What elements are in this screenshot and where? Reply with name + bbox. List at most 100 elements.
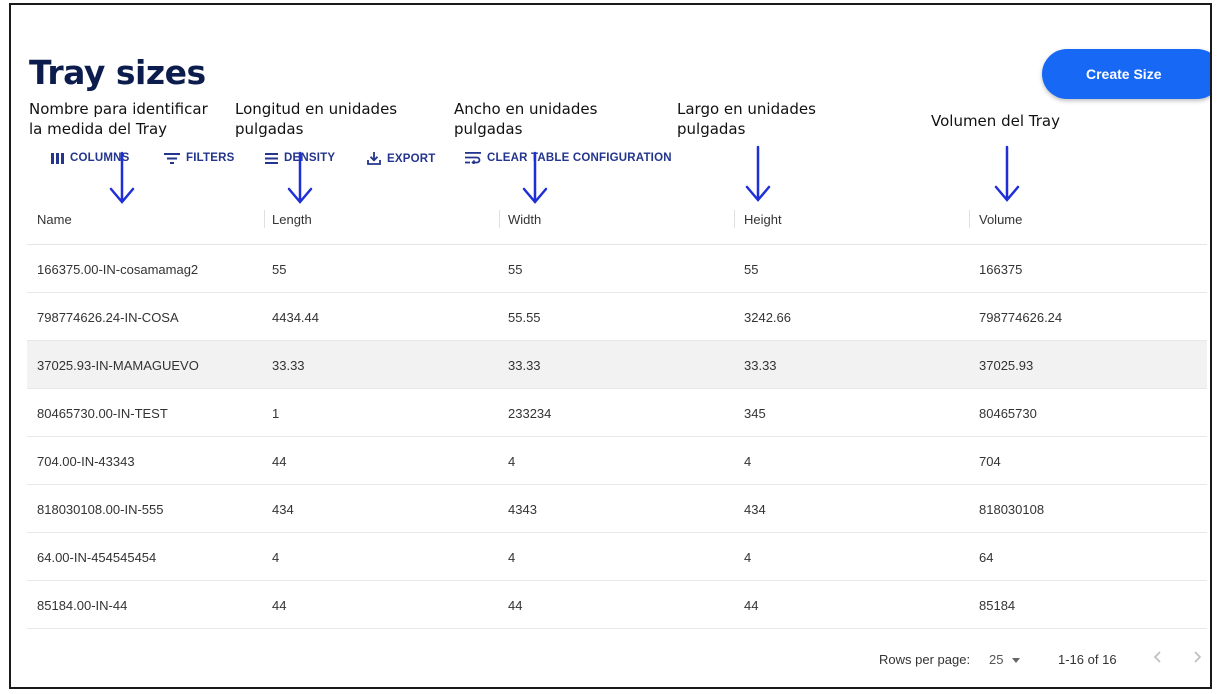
table-row[interactable]: 798774626.24-IN-COSA 4434.44 55.55 3242.…	[27, 293, 1207, 341]
cell-width: 55.55	[508, 310, 541, 325]
cell-width: 44	[508, 598, 523, 613]
cell-length: 55	[272, 262, 287, 277]
cell-length: 33.33	[272, 358, 305, 373]
table-row[interactable]: 64.00-IN-454545454 4 4 4 64	[27, 533, 1207, 581]
cell-name: 166375.00-IN-cosamamag2	[37, 262, 199, 277]
pagination-range: 1-16 of 16	[1058, 652, 1117, 667]
columns-label: COLUMNS	[70, 152, 130, 164]
columns-icon	[51, 152, 64, 164]
column-header-height[interactable]: Height	[744, 212, 782, 227]
annotation-width-line2: pulgadas	[454, 120, 523, 138]
table-pagination: Rows per page: 25 1-16 of 16	[11, 645, 1210, 675]
cell-volume: 798774626.24	[979, 310, 1063, 325]
annotation-length-line1: Longitud en unidades	[235, 100, 398, 118]
create-size-button[interactable]: Create Size	[1042, 49, 1210, 99]
annotation-arrow-name	[109, 151, 135, 204]
table-row[interactable]: 818030108.00-IN-555 434 4343 434 8180301…	[27, 485, 1207, 533]
tray-sizes-table: Name Length Width Height Volume 166375.0…	[27, 195, 1207, 629]
caret-down-icon	[1012, 658, 1021, 664]
annotation-name: Nombre para identificar la medida del Tr…	[29, 99, 208, 139]
cell-name: 798774626.24-IN-COSA	[37, 310, 179, 325]
cell-length: 1	[272, 406, 280, 421]
column-separator[interactable]	[969, 210, 970, 228]
clear-table-configuration-label: CLEAR TABLE CONFIGURATION	[487, 152, 672, 164]
page-title: Tray sizes	[29, 53, 206, 92]
cell-length: 4434.44	[272, 310, 319, 325]
cell-height: 434	[744, 502, 766, 517]
annotation-length: Longitud en unidades pulgadas	[235, 99, 397, 139]
annotation-arrow-length	[287, 151, 313, 204]
cell-height: 44	[744, 598, 759, 613]
cell-volume: 166375	[979, 262, 1023, 277]
column-separator[interactable]	[734, 210, 735, 228]
cell-height: 4	[744, 550, 752, 565]
cell-length: 44	[272, 598, 287, 613]
rows-per-page-value: 25	[989, 652, 1004, 667]
cell-name: 85184.00-IN-44	[37, 598, 128, 613]
clear-table-configuration-button[interactable]: CLEAR TABLE CONFIGURATION	[465, 152, 672, 164]
column-header-width[interactable]: Width	[508, 212, 542, 227]
cell-volume: 818030108	[979, 502, 1045, 517]
cell-length: 434	[272, 502, 294, 517]
cell-volume: 37025.93	[979, 358, 1034, 373]
table-header-row: Name Length Width Height Volume	[27, 195, 1207, 245]
annotation-arrow-height	[745, 145, 771, 202]
density-icon	[265, 152, 278, 164]
cell-height: 345	[744, 406, 766, 421]
next-page-button[interactable]	[1191, 649, 1203, 668]
rows-per-page-label: Rows per page:	[879, 652, 971, 667]
wrap-text-icon	[465, 152, 481, 164]
cell-height: 3242.66	[744, 310, 791, 325]
cell-height: 55	[744, 262, 759, 277]
cell-name: 818030108.00-IN-555	[37, 502, 164, 517]
filters-label: FILTERS	[186, 152, 235, 164]
table-row[interactable]: 80465730.00-IN-TEST 1 233234 345 8046573…	[27, 389, 1207, 437]
cell-volume: 85184	[979, 598, 1016, 613]
cell-name: 64.00-IN-454545454	[37, 550, 157, 565]
columns-button[interactable]: COLUMNS	[51, 152, 130, 164]
cell-width: 4	[508, 454, 516, 469]
annotation-width-line1: Ancho en unidades	[454, 100, 598, 118]
annotation-name-line2: la medida del Tray	[29, 120, 168, 138]
density-button[interactable]: DENSITY	[265, 152, 335, 164]
table-row[interactable]: 85184.00-IN-44 44 44 44 85184	[27, 581, 1207, 629]
cell-length: 4	[272, 550, 280, 565]
table-row-hovered[interactable]: 37025.93-IN-MAMAGUEVO 33.33 33.33 33.33 …	[27, 341, 1207, 389]
export-button[interactable]: EXPORT	[367, 152, 436, 165]
annotation-name-line1: Nombre para identificar	[29, 100, 208, 118]
annotation-arrow-width	[522, 151, 548, 204]
cell-name: 37025.93-IN-MAMAGUEVO	[37, 358, 199, 373]
cell-volume: 64	[979, 550, 994, 565]
cell-width: 4343	[508, 502, 537, 517]
cell-width: 55	[508, 262, 523, 277]
annotation-height-line1: Largo en unidades	[677, 100, 816, 118]
table-row[interactable]: 166375.00-IN-cosamamag2 55 55 55 166375	[27, 245, 1207, 293]
cell-name: 704.00-IN-43343	[37, 454, 135, 469]
column-separator[interactable]	[264, 210, 265, 228]
annotation-arrow-volume	[994, 145, 1020, 202]
annotation-height: Largo en unidades pulgadas	[677, 99, 816, 139]
annotation-volume: Volumen del Tray	[931, 111, 1060, 131]
annotation-width: Ancho en unidades pulgadas	[454, 99, 597, 139]
table-row[interactable]: 704.00-IN-43343 44 4 4 704	[27, 437, 1207, 485]
column-header-name[interactable]: Name	[37, 212, 72, 227]
column-separator[interactable]	[499, 210, 500, 228]
cell-volume: 704	[979, 454, 1001, 469]
cell-length: 44	[272, 454, 287, 469]
cell-height: 4	[744, 454, 752, 469]
density-label: DENSITY	[284, 152, 336, 164]
annotation-volume-line1: Volumen del Tray	[931, 112, 1060, 130]
column-header-volume[interactable]: Volume	[979, 212, 1023, 227]
app-frame: Tray sizes Create Size Nombre para ident…	[9, 3, 1212, 689]
cell-volume: 80465730	[979, 406, 1037, 421]
cell-width: 33.33	[508, 358, 541, 373]
annotation-height-line2: pulgadas	[677, 120, 746, 138]
filters-button[interactable]: FILTERS	[164, 152, 234, 164]
export-label: EXPORT	[387, 152, 436, 165]
previous-page-button[interactable]	[1152, 649, 1164, 668]
chevron-right-icon	[1194, 651, 1202, 663]
column-header-length[interactable]: Length	[272, 212, 312, 227]
cell-height: 33.33	[744, 358, 777, 373]
rows-per-page-select[interactable]: 25	[989, 652, 1021, 667]
cell-width: 4	[508, 550, 516, 565]
